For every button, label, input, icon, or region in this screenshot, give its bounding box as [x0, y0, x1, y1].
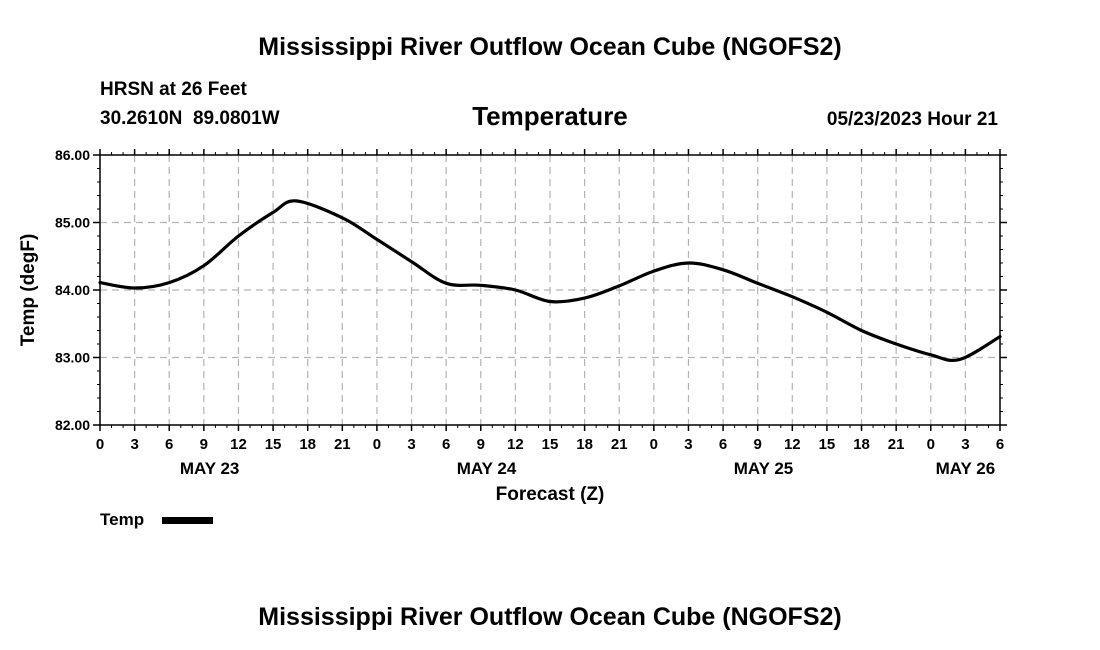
station-name: HRSN at 26 Feet [100, 79, 247, 100]
x-tick-label: 3 [961, 436, 969, 453]
legend: Temp [100, 510, 213, 529]
x-tick-label: 21 [888, 436, 905, 453]
x-tick-label: 21 [611, 436, 628, 453]
temp-series-line [98, 199, 1002, 363]
y-tick-labels: 82.00 83.00 84.00 85.00 86.00 [55, 147, 90, 433]
x-tick-label: 9 [754, 436, 762, 453]
x-tick-label: 15 [542, 436, 559, 453]
x-tick-label: 21 [334, 436, 351, 453]
x-tick-label: 0 [650, 436, 658, 453]
x-tick-label: 12 [230, 436, 247, 453]
x-tick-label: 0 [927, 436, 935, 453]
x-tick-label: 18 [576, 436, 593, 453]
date-label: MAY 25 [734, 459, 794, 478]
forecast-datetime: 05/23/2023 Hour 21 [827, 109, 999, 130]
legend-swatch [162, 517, 213, 524]
legend-label: Temp [100, 510, 144, 529]
x-tick-label: 12 [507, 436, 524, 453]
x-axis-label: Forecast (Z) [496, 484, 605, 505]
x-tick-label: 6 [442, 436, 450, 453]
x-tick-label: 3 [130, 436, 138, 453]
x-tick-label: 0 [96, 436, 104, 453]
x-tick-label: 18 [853, 436, 870, 453]
date-label: MAY 23 [180, 459, 240, 478]
date-label: MAY 24 [457, 459, 517, 478]
x-tick-label: 6 [719, 436, 727, 453]
x-tick-label: 9 [477, 436, 485, 453]
x-tick-labels: 0 3 6 9 12 15 18 21 0 3 6 9 12 15 18 21 0 3 6 9 12 15 18 21 0 3 6 [96, 436, 1004, 453]
y-tick-label: 86.00 [55, 147, 90, 163]
axis-ticks [93, 149, 1007, 431]
grid-lines [100, 155, 1000, 425]
main-title: Mississippi River Outflow Ocean Cube (NG… [258, 33, 841, 61]
y-tick-label: 85.00 [55, 215, 90, 231]
x-tick-label: 3 [684, 436, 692, 453]
x-tick-label: 9 [200, 436, 208, 453]
x-tick-label: 15 [819, 436, 836, 453]
x-tick-label: 6 [996, 436, 1004, 453]
x-tick-label: 12 [784, 436, 801, 453]
x-tick-label: 18 [299, 436, 316, 453]
date-label: MAY 26 [936, 459, 996, 478]
y-tick-label: 83.00 [55, 350, 90, 366]
footer-title: Mississippi River Outflow Ocean Cube (NG… [258, 603, 841, 631]
x-tick-label: 15 [265, 436, 282, 453]
station-coordinates: 30.2610N 89.0801W [100, 108, 280, 129]
x-tick-label: 0 [373, 436, 381, 453]
y-tick-label: 82.00 [55, 417, 90, 433]
chart-title: Temperature [472, 101, 628, 131]
x-tick-label: 3 [407, 436, 415, 453]
date-labels: MAY 23 MAY 24 MAY 25 MAY 26 [180, 459, 995, 478]
y-axis-label: Temp (degF) [18, 234, 39, 347]
y-tick-label: 84.00 [55, 282, 90, 298]
x-tick-label: 6 [165, 436, 173, 453]
